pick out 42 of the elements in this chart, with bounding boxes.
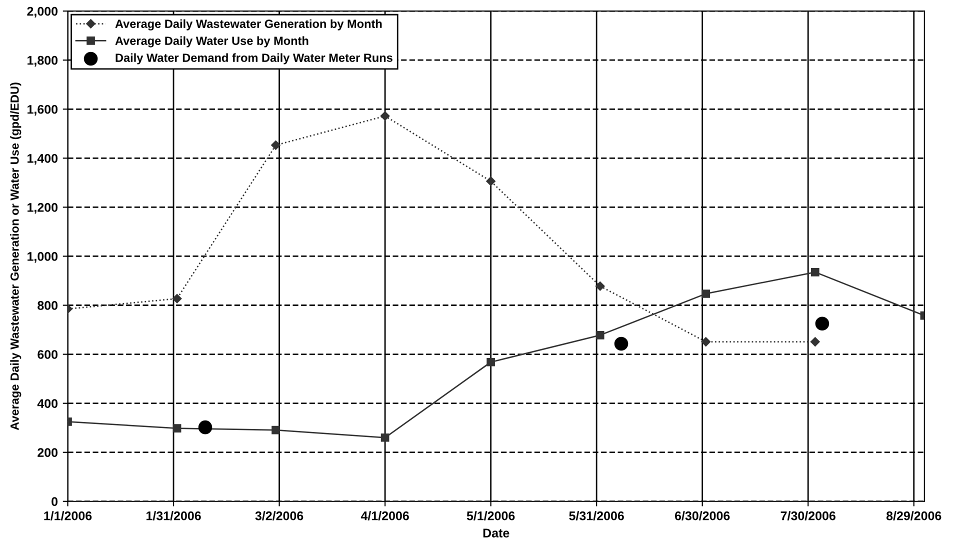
legend-label: Average Daily Wastewater Generation by Month <box>115 19 382 30</box>
y-tick-label: 1,600 <box>28 104 58 116</box>
point <box>614 336 628 351</box>
x-tick-label: 4/1/2006 <box>360 511 409 520</box>
point <box>380 111 390 121</box>
point <box>815 316 830 331</box>
point <box>702 290 710 298</box>
y-tick-label: 1,200 <box>28 202 58 214</box>
point <box>595 282 605 291</box>
y-tick-label: 1,400 <box>28 154 58 165</box>
point <box>701 337 710 346</box>
x-axis-title: Date <box>483 528 510 538</box>
x-tick-label: 8/29/2006 <box>886 511 942 520</box>
x-tick-label: 5/31/2006 <box>569 511 624 520</box>
x-tick-label: 5/1/2006 <box>466 511 515 520</box>
point <box>486 176 496 186</box>
x-tick-label: 7/30/2006 <box>780 511 836 520</box>
x-tick-label: 1/31/2006 <box>146 511 201 520</box>
y-axis-title: Average Daily Wastewater Generation or Water Use (gpd/EDU) <box>10 82 22 430</box>
x-tick-label: 1/1/2006 <box>44 511 92 520</box>
y-tick-label: 200 <box>38 448 58 457</box>
y-tick-label: 800 <box>38 301 58 310</box>
legend-label: Daily Water Demand from Daily Water Meter Runs <box>116 53 392 64</box>
point <box>198 420 212 434</box>
point <box>596 330 604 340</box>
point <box>486 358 495 366</box>
y-tick-label: 0 <box>52 497 58 506</box>
y-tick-label: 1,800 <box>28 56 58 67</box>
legend-label: Average Daily Water Use by Month <box>115 36 308 48</box>
point <box>172 424 182 432</box>
y-tick-label: 1,000 <box>28 252 58 263</box>
point <box>380 433 390 442</box>
point <box>810 337 820 346</box>
y-tick-label: 400 <box>37 399 58 408</box>
y-tick-label: 2,000 <box>27 6 58 18</box>
point <box>272 426 280 434</box>
point <box>810 268 820 276</box>
point <box>271 140 280 150</box>
x-tick-label: 6/30/2006 <box>674 511 730 520</box>
x-tick-label: 3/2/2006 <box>255 511 304 520</box>
point <box>172 294 182 304</box>
y-tick-label: 600 <box>38 350 58 359</box>
